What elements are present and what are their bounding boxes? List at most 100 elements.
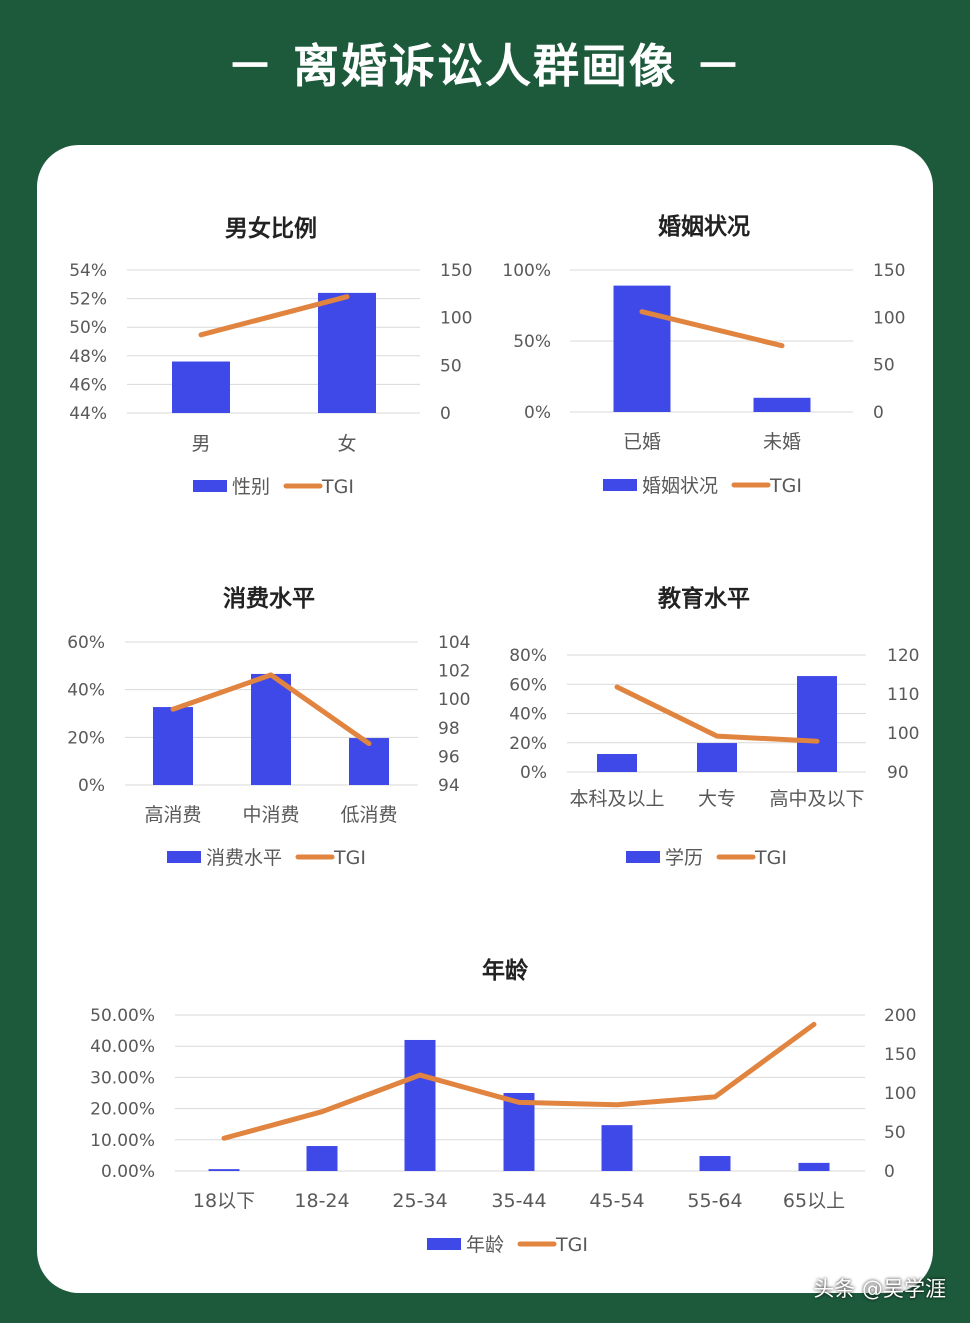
legend-bar-label: 年龄 (466, 1234, 504, 1256)
left-axis-tick: 30.00% (90, 1068, 155, 1088)
tgi-line (639, 309, 785, 349)
right-axis-tick: 100 (438, 690, 470, 710)
right-axis-tick: 100 (887, 724, 919, 744)
legend-line-label: TGI (333, 847, 366, 869)
right-axis-tick: 100 (873, 308, 905, 328)
category-label: 未婚 (763, 431, 801, 453)
left-axis-tick: 10.00% (90, 1131, 155, 1151)
category-label: 65以上 (783, 1190, 845, 1212)
category-label: 35-44 (491, 1190, 546, 1212)
bar-已婚 (613, 285, 671, 412)
category-label: 18以下 (193, 1190, 255, 1212)
watermark: 头条 @吴学涯 (813, 1277, 946, 1301)
bar-女 (318, 292, 376, 413)
right-axis-tick: 0 (440, 404, 451, 424)
chart-title: 婚姻状况 (658, 213, 750, 240)
bar-25-34 (404, 1039, 436, 1171)
left-axis-tick: 54% (69, 261, 107, 281)
right-axis-tick: 120 (887, 646, 919, 666)
tgi-line (198, 294, 350, 338)
right-axis-tick: 104 (438, 633, 470, 653)
left-axis-tick: 40% (67, 681, 105, 701)
bar-65以上 (798, 1162, 830, 1171)
chart-title: 消费水平 (223, 586, 315, 612)
left-axis-tick: 20% (509, 734, 547, 754)
right-axis-tick: 50 (440, 356, 462, 376)
legend-bar-swatch (427, 1238, 461, 1250)
right-axis-tick: 90 (887, 763, 909, 783)
right-axis-tick: 150 (884, 1045, 916, 1065)
chart-title: 年龄 (482, 957, 529, 984)
right-axis-tick: 98 (438, 719, 460, 739)
bar-18-24 (306, 1146, 338, 1171)
left-axis-tick: 0.00% (101, 1162, 155, 1182)
bar-高消费 (153, 707, 193, 785)
left-axis-tick: 80% (509, 646, 547, 666)
bar-18以下 (208, 1169, 240, 1171)
legend-bar-swatch (603, 479, 637, 491)
left-axis-tick: 100% (502, 261, 551, 281)
left-axis-tick: 48% (69, 347, 107, 367)
left-axis-tick: 44% (69, 404, 107, 424)
legend-bar-swatch (193, 480, 227, 492)
legend-bar-swatch (167, 851, 201, 863)
right-axis-tick: 100 (884, 1084, 916, 1104)
left-axis-tick: 50% (513, 332, 551, 352)
chart-title: 男女比例 (225, 215, 317, 242)
bar-大专 (697, 743, 737, 772)
right-axis-tick: 0 (884, 1162, 895, 1182)
category-label: 25-34 (392, 1190, 447, 1212)
left-axis-tick: 20% (67, 728, 105, 748)
right-axis-tick: 96 (438, 747, 460, 767)
right-axis-tick: 102 (438, 662, 470, 682)
category-label: 18-24 (294, 1190, 349, 1212)
page-title: － 离婚诉讼人群画像 － (226, 39, 744, 93)
left-axis-tick: 50.00% (90, 1006, 155, 1026)
right-axis-tick: 0 (873, 403, 884, 423)
category-label: 男 (191, 433, 210, 455)
bar-本科及以上 (597, 754, 637, 772)
left-axis-tick: 0% (520, 763, 547, 783)
legend-bar-label: 消费水平 (206, 847, 282, 869)
category-label: 45-54 (589, 1190, 644, 1212)
bar-男 (172, 361, 230, 413)
tgi-line (614, 684, 820, 744)
chart-title: 教育水平 (658, 585, 750, 612)
bar-高中及以下 (797, 676, 837, 772)
bar-未婚 (753, 397, 811, 412)
left-axis-tick: 60% (67, 633, 105, 653)
bar-45-54 (601, 1125, 633, 1171)
legend-line-label: TGI (555, 1234, 588, 1256)
legend-bar-label: 学历 (665, 847, 703, 869)
category-label: 55-64 (687, 1190, 742, 1212)
category-label: 女 (337, 433, 356, 455)
category-label: 中消费 (242, 804, 299, 826)
category-label: 大专 (698, 788, 736, 810)
legend-bar-label: 婚姻状况 (642, 475, 718, 497)
legend-line-label: TGI (321, 476, 354, 498)
right-axis-tick: 150 (873, 261, 905, 281)
bar-35-44 (503, 1093, 535, 1171)
right-axis-tick: 94 (438, 776, 460, 796)
category-label: 高中及以下 (769, 788, 864, 810)
legend-line-label: TGI (754, 847, 787, 869)
left-axis-tick: 20.00% (90, 1100, 155, 1120)
left-axis-tick: 50% (69, 318, 107, 338)
right-axis-tick: 150 (440, 261, 472, 281)
left-axis-tick: 0% (524, 403, 551, 423)
bar-55-64 (699, 1156, 731, 1171)
legend-line-label: TGI (769, 475, 802, 497)
left-axis-tick: 40.00% (90, 1037, 155, 1057)
left-axis-tick: 0% (78, 776, 105, 796)
right-axis-tick: 50 (873, 356, 895, 376)
left-axis-tick: 52% (69, 290, 107, 310)
left-axis-tick: 60% (509, 675, 547, 695)
left-axis-tick: 40% (509, 705, 547, 725)
category-label: 已婚 (623, 431, 661, 453)
category-label: 低消费 (340, 804, 397, 826)
right-axis-tick: 200 (884, 1006, 916, 1026)
right-axis-tick: 50 (884, 1123, 906, 1143)
right-axis-tick: 100 (440, 309, 472, 329)
category-label: 本科及以上 (569, 788, 664, 810)
